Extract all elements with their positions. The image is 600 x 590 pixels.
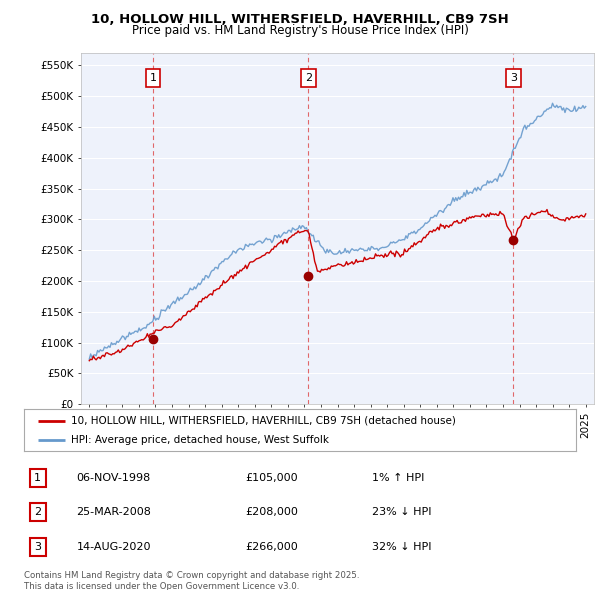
Text: 32% ↓ HPI: 32% ↓ HPI [372,542,431,552]
Text: 25-MAR-2008: 25-MAR-2008 [76,507,151,517]
Text: 3: 3 [510,73,517,83]
Text: £266,000: £266,000 [245,542,298,552]
Text: 10, HOLLOW HILL, WITHERSFIELD, HAVERHILL, CB9 7SH (detached house): 10, HOLLOW HILL, WITHERSFIELD, HAVERHILL… [71,416,456,426]
Text: Price paid vs. HM Land Registry's House Price Index (HPI): Price paid vs. HM Land Registry's House … [131,24,469,37]
Text: 06-NOV-1998: 06-NOV-1998 [76,473,151,483]
Text: 1: 1 [34,473,41,483]
Text: 2: 2 [34,507,41,517]
Text: £208,000: £208,000 [245,507,298,517]
Text: 14-AUG-2020: 14-AUG-2020 [76,542,151,552]
Text: 3: 3 [34,542,41,552]
Text: 2: 2 [305,73,312,83]
Text: 1: 1 [149,73,157,83]
Text: 10, HOLLOW HILL, WITHERSFIELD, HAVERHILL, CB9 7SH: 10, HOLLOW HILL, WITHERSFIELD, HAVERHILL… [91,13,509,26]
Text: £105,000: £105,000 [245,473,298,483]
Text: Contains HM Land Registry data © Crown copyright and database right 2025.
This d: Contains HM Land Registry data © Crown c… [24,571,359,590]
Text: HPI: Average price, detached house, West Suffolk: HPI: Average price, detached house, West… [71,435,329,445]
Text: 23% ↓ HPI: 23% ↓ HPI [372,507,431,517]
Text: 1% ↑ HPI: 1% ↑ HPI [372,473,424,483]
